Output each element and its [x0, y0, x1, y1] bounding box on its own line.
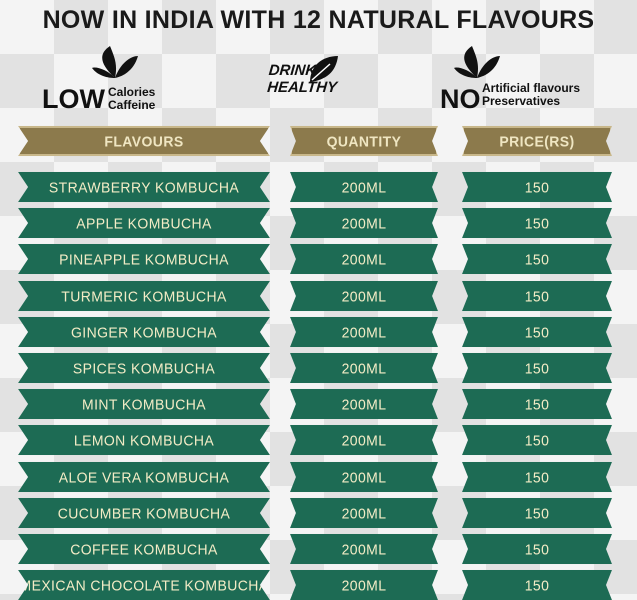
flavour: CUCUMBER KOMBUCHA [18, 497, 270, 528]
no-line: Preservatives [482, 94, 561, 108]
low-label: LOW [42, 84, 105, 114]
flavour: TURMERIC KOMBUCHA [18, 280, 270, 311]
flavour: SPICES KOMBUCHA [18, 352, 270, 384]
price: 150 [462, 461, 612, 492]
no-label: NO [440, 84, 481, 114]
quantity: 200ML [290, 352, 438, 384]
leaf-icon [310, 56, 338, 82]
flavour: ALOE VERA KOMBUCHA [18, 461, 270, 492]
low-line: Calories [108, 85, 156, 99]
flavour: COFFEE KOMBUCHA [18, 533, 270, 565]
leaf-icon [92, 46, 138, 78]
flavour: LEMON KOMBUCHA [18, 425, 270, 456]
price: 150 [462, 570, 612, 600]
quantity: 200ML [290, 389, 438, 420]
badge-low: LOW Calories Caffeine [40, 44, 180, 114]
quantity: 200ML [290, 244, 438, 275]
price: 150 [462, 244, 612, 275]
price: 150 [462, 316, 612, 347]
no-line: Artificial flavours [482, 81, 581, 95]
price: 150 [462, 280, 612, 311]
flavour: MINT KOMBUCHA [18, 389, 270, 420]
quantity: 200ML [290, 533, 438, 565]
quantity: 200ML [290, 425, 438, 456]
flavour: APPLE KOMBUCHA [18, 208, 270, 239]
low-line: Caffeine [108, 98, 156, 112]
flavour: MEXICAN CHOCOLATE KOMBUCHA [18, 570, 270, 600]
quantity: 200ML [290, 497, 438, 528]
badge-no: NO Artificial flavours Preservatives [438, 44, 618, 114]
column-header: QUANTITY [290, 125, 438, 157]
price: 150 [462, 208, 612, 239]
quantity: 200ML [290, 171, 438, 203]
flavour: PINEAPPLE KOMBUCHA [18, 244, 270, 275]
price: 150 [462, 171, 612, 203]
quantity: 200ML [290, 208, 438, 239]
quantity: 200ML [290, 316, 438, 347]
title: NOW IN INDIA WITH 12 NATURAL FLAVOURS [42, 6, 595, 34]
quantity: 200ML [290, 280, 438, 311]
flavour: STRAWBERRY KOMBUCHA [18, 171, 270, 203]
column-header: PRICE(RS) [462, 125, 612, 157]
price: 150 [462, 497, 612, 528]
column-header: FLAVOURS [18, 125, 270, 157]
leaf-icon [454, 46, 500, 78]
price: 150 [462, 389, 612, 420]
quantity: 200ML [290, 570, 438, 600]
price: 150 [462, 533, 612, 565]
quantity: 200ML [290, 461, 438, 492]
price: 150 [462, 425, 612, 456]
flavour: GINGER KOMBUCHA [18, 316, 270, 347]
price: 150 [462, 352, 612, 384]
